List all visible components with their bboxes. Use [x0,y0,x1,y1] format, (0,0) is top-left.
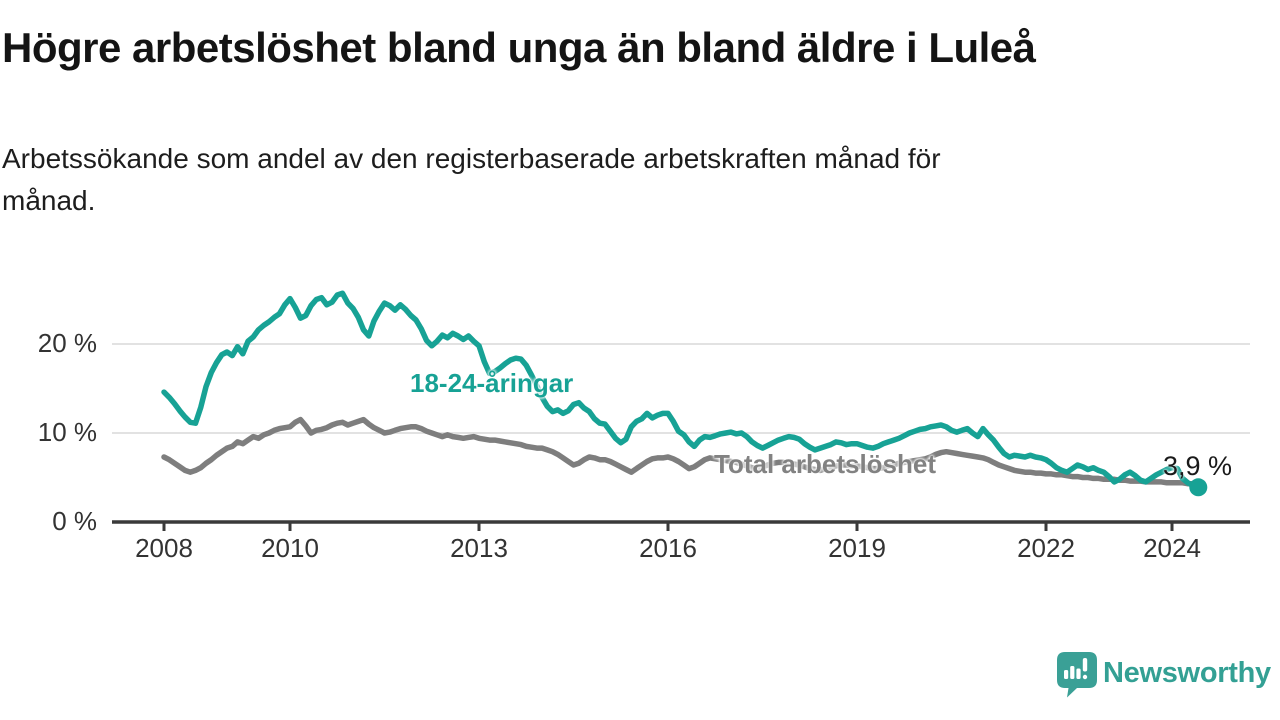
y-tick-label: 0 % [52,506,97,536]
x-tick-label: 2008 [135,533,193,563]
chart-subtitle: Arbetssökande som andel av den registerb… [2,138,941,222]
series-label-total: Total arbetslöshet [714,449,937,479]
series-label-youth: 18-24-åringar [410,368,574,398]
x-tick-label: 2024 [1143,533,1201,563]
x-tick-label: 2013 [450,533,508,563]
subtitle-line-1: Arbetssökande som andel av den registerb… [2,143,941,174]
y-tick-label: 20 % [37,328,97,358]
newsworthy-wordmark: Newsworthy [1103,657,1271,689]
y-tick-label: 10 % [37,417,97,447]
x-tick-label: 2010 [261,533,319,563]
x-tick-label: 2019 [828,533,886,563]
subtitle-line-2: månad. [2,185,96,216]
page-title: Högre arbetslöshet bland unga än bland ä… [2,24,1036,71]
newsworthy-logo-icon [1057,652,1097,698]
x-tick-label: 2016 [639,533,697,563]
x-tick-label: 2022 [1017,533,1075,563]
latest-value-annotation: 3,9 % [1163,451,1233,481]
